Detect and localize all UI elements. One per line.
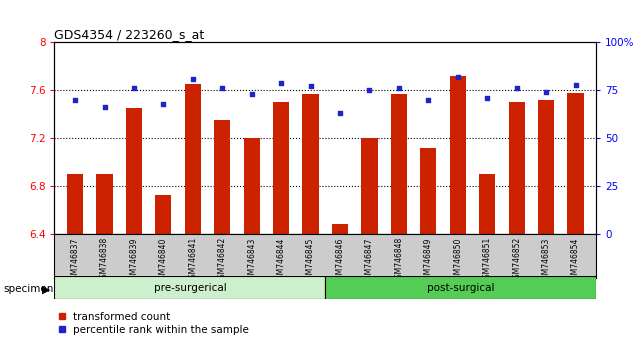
Text: GSM746843: GSM746843 [247, 237, 256, 284]
Point [335, 110, 345, 116]
Text: GSM746840: GSM746840 [159, 237, 168, 284]
Point [70, 97, 80, 103]
Point [306, 84, 316, 89]
Legend: transformed count, percentile rank within the sample: transformed count, percentile rank withi… [54, 308, 253, 339]
Point [570, 82, 581, 87]
Point [423, 97, 433, 103]
Bar [538, 100, 554, 234]
Text: ▶: ▶ [42, 284, 50, 294]
Text: GDS4354 / 223260_s_at: GDS4354 / 223260_s_at [54, 28, 204, 41]
Bar [185, 84, 201, 234]
Point [188, 76, 198, 82]
Point [129, 86, 139, 91]
Text: pre-surgerical: pre-surgerical [154, 282, 226, 293]
Bar [214, 120, 230, 234]
Point [158, 101, 169, 107]
Point [453, 74, 463, 80]
Bar [508, 102, 525, 234]
Point [99, 105, 110, 110]
Bar [567, 93, 583, 234]
Text: GSM746850: GSM746850 [453, 237, 462, 284]
Text: GSM746851: GSM746851 [483, 237, 492, 284]
Text: GSM746841: GSM746841 [188, 237, 197, 284]
Point [394, 86, 404, 91]
FancyBboxPatch shape [326, 276, 596, 299]
Text: specimen: specimen [3, 284, 54, 294]
Text: GSM746845: GSM746845 [306, 237, 315, 284]
Text: GSM746837: GSM746837 [71, 237, 79, 284]
Text: GSM746853: GSM746853 [542, 237, 551, 284]
Bar [244, 138, 260, 234]
Point [364, 87, 374, 93]
Bar [332, 224, 348, 234]
Bar [420, 148, 437, 234]
Text: GSM746839: GSM746839 [129, 237, 138, 284]
Text: GSM746847: GSM746847 [365, 237, 374, 284]
Point [247, 91, 257, 97]
Bar [450, 76, 466, 234]
Text: GSM746844: GSM746844 [277, 237, 286, 284]
Bar [155, 195, 172, 234]
Point [541, 89, 551, 95]
Text: GSM746852: GSM746852 [512, 237, 521, 284]
Text: post-surgical: post-surgical [427, 282, 494, 293]
Text: GSM746838: GSM746838 [100, 237, 109, 284]
Bar [126, 108, 142, 234]
Point [512, 86, 522, 91]
Text: GSM746849: GSM746849 [424, 237, 433, 284]
Point [482, 95, 492, 101]
Bar [391, 94, 407, 234]
Point [217, 86, 228, 91]
Bar [273, 102, 289, 234]
Text: GSM746854: GSM746854 [571, 237, 580, 284]
Text: GSM746848: GSM746848 [394, 237, 403, 284]
Text: GSM746846: GSM746846 [335, 237, 344, 284]
Text: GSM746842: GSM746842 [218, 237, 227, 284]
Bar [96, 174, 113, 234]
Bar [67, 174, 83, 234]
Bar [479, 174, 495, 234]
Point [276, 80, 287, 85]
FancyBboxPatch shape [54, 276, 326, 299]
Bar [362, 138, 378, 234]
Bar [303, 94, 319, 234]
